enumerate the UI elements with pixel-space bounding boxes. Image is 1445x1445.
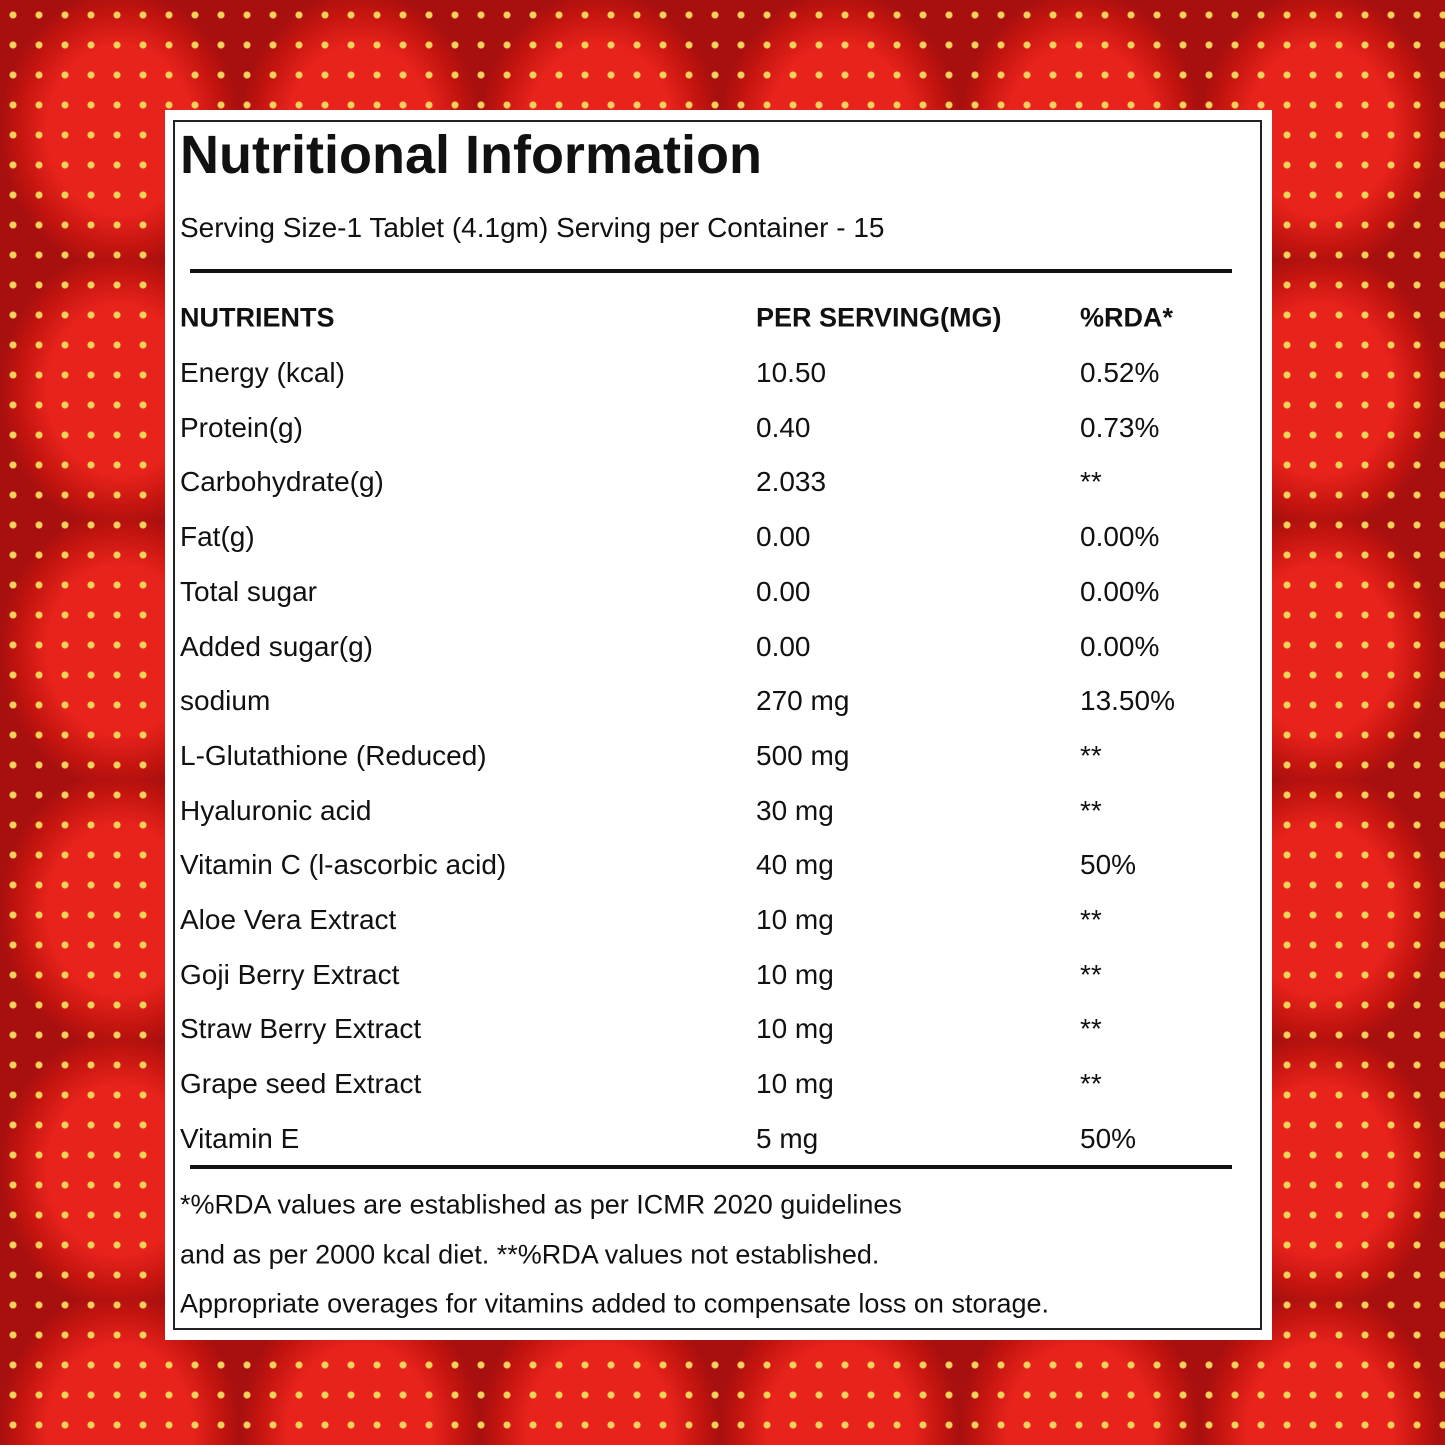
table-cell: Grape seed Extract <box>180 1068 422 1100</box>
column-header: NUTRIENTS <box>180 302 335 333</box>
label-frame <box>173 120 1262 1330</box>
table-cell: 0.52% <box>1080 357 1160 388</box>
table-cell: ** <box>1080 466 1102 498</box>
table-cell: 10.50 <box>756 357 827 388</box>
table-cell: Fat(g) <box>180 521 255 553</box>
footnote: Appropriate overages for vitamins added … <box>180 1288 1049 1319</box>
footnote: and as per 2000 kcal diet. **%RDA values… <box>180 1239 880 1269</box>
table-cell: ** <box>1080 739 1102 771</box>
column-header: PER SERVING(MG) <box>756 302 1002 333</box>
table-cell: 40 mg <box>756 849 834 881</box>
divider <box>190 1165 1232 1169</box>
table-cell: 0.00% <box>1080 575 1160 607</box>
table-cell: 0.00 <box>756 521 811 553</box>
table-cell: L-Glutathione (Reduced) <box>180 739 487 771</box>
table-cell: 10 mg <box>756 904 834 935</box>
table-cell: Carbohydrate(g) <box>180 466 384 498</box>
table-cell: 10 mg <box>756 958 834 990</box>
label-panel <box>165 110 1272 1340</box>
table-cell: Total sugar <box>180 575 317 607</box>
divider <box>190 269 1232 273</box>
table-cell: Protein(g) <box>180 411 303 443</box>
table-cell: Aloe Vera Extract <box>180 904 397 935</box>
table-cell: 270 mg <box>756 685 850 717</box>
table-cell: Straw Berry Extract <box>180 1013 422 1045</box>
table-cell: 0.00 <box>756 630 811 662</box>
table-cell: Goji Berry Extract <box>180 958 400 990</box>
table-cell: 30 mg <box>756 794 834 826</box>
table-cell: Hyaluronic acid <box>180 794 372 826</box>
footnote: *%RDA values are established as per ICMR… <box>180 1189 902 1220</box>
table-cell: sodium <box>180 685 271 717</box>
table-cell: 0.00% <box>1080 630 1160 662</box>
table-cell: 10 mg <box>756 1013 834 1045</box>
table-cell: 13.50% <box>1080 685 1175 717</box>
column-header: %RDA* <box>1080 302 1174 333</box>
table-cell: ** <box>1080 1013 1102 1045</box>
table-cell: 500 mg <box>756 739 850 771</box>
table-cell: 50% <box>1080 1122 1137 1154</box>
table-cell: ** <box>1080 904 1102 935</box>
table-cell: 0.00 <box>756 575 811 607</box>
table-cell: 2.033 <box>756 466 827 498</box>
table-cell: ** <box>1080 1068 1102 1100</box>
table-cell: ** <box>1080 958 1102 990</box>
table-cell: 5 mg <box>756 1122 819 1154</box>
table-cell: 0.40 <box>756 411 811 443</box>
table-cell: Added sugar(g) <box>180 630 374 662</box>
table-cell: 0.00% <box>1080 521 1160 553</box>
title: Nutritional Information <box>180 125 762 185</box>
subtitle: Serving Size-1 Tablet (4.1gm) Serving pe… <box>180 212 885 243</box>
table-cell: Energy (kcal) <box>180 357 345 388</box>
table-cell: Vitamin C (l-ascorbic acid) <box>180 849 507 881</box>
table-cell: 10 mg <box>756 1068 834 1100</box>
table-cell: ** <box>1080 794 1102 826</box>
table-cell: 50% <box>1080 849 1137 881</box>
table-cell: 0.73% <box>1080 411 1160 443</box>
table-cell: Vitamin E <box>180 1122 300 1154</box>
